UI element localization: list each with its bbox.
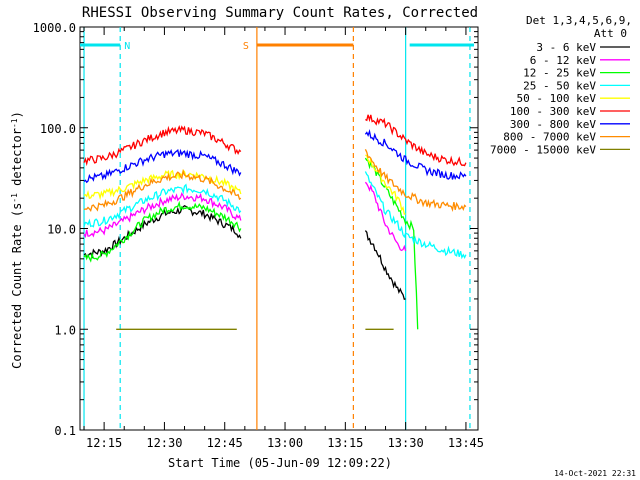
- y-tick-label: 1.0: [54, 323, 76, 337]
- series-line: [364, 171, 467, 260]
- axes: 1000.0 100.0 10.0 1.0 0.1 12:15 12:30 12:45 13:0…: [33, 21, 484, 450]
- legend-entry-label: 3 - 6 keV: [536, 41, 596, 54]
- series-line: [83, 183, 242, 228]
- y-label-mid: detector: [10, 128, 24, 193]
- series-line: [83, 205, 242, 259]
- plot-frame: [79, 26, 479, 431]
- y-label-end: ): [10, 111, 24, 118]
- series-line: [83, 148, 242, 184]
- series-line: [365, 154, 406, 215]
- series-line: [83, 169, 242, 213]
- flag-label: S: [243, 41, 249, 52]
- series-line: [83, 200, 242, 263]
- series-line: [83, 169, 242, 201]
- x-tick-label: 12:15: [86, 436, 122, 450]
- series-line: [364, 181, 407, 252]
- y-label-main: Corrected Count Rate (s: [10, 203, 24, 369]
- series-line: [83, 192, 242, 239]
- y-tick-label: 100.0: [40, 122, 76, 136]
- series-layer: [83, 114, 467, 330]
- y-tick-label: 1000.0: [33, 21, 76, 35]
- y-label-sup1: -1: [10, 193, 19, 203]
- series-line: [364, 128, 467, 181]
- x-tick-label: 12:45: [207, 436, 243, 450]
- timestamp: 14-Oct-2021 22:31: [554, 469, 636, 478]
- legend-entry-label: 12 - 25 keV: [523, 67, 596, 80]
- legend-entry-label: 800 - 7000 keV: [503, 131, 596, 144]
- legend-entry-label: 300 - 800 keV: [510, 118, 596, 131]
- legend-entry-label: 100 - 300 keV: [510, 105, 596, 118]
- x-tick-label: 12:30: [146, 436, 182, 450]
- y-label-sup2: -1: [10, 118, 19, 128]
- legend-entry-label: 25 - 50 keV: [523, 79, 596, 92]
- legend-entry-label: 6 - 12 keV: [530, 54, 597, 67]
- x-tick-label: 13:00: [267, 436, 303, 450]
- series-line: [365, 114, 467, 167]
- legend-header-2: Att 0: [594, 27, 627, 40]
- x-axis-label: Start Time (05-Jun-09 12:09:22): [168, 456, 392, 470]
- flag-label: N: [124, 41, 130, 52]
- series-line: [83, 125, 242, 167]
- chart-title: RHESSI Observing Summary Count Rates, Co…: [82, 5, 478, 21]
- y-tick-label: 0.1: [54, 424, 76, 438]
- x-tick-label: 13:15: [327, 436, 363, 450]
- legend-entry-label: 7000 - 15000 keV: [490, 143, 596, 156]
- x-tick-label: 13:30: [388, 436, 424, 450]
- vertical-marker-lines: [83, 27, 471, 430]
- y-tick-label: 10.0: [47, 223, 76, 237]
- x-tick-label: 13:45: [448, 436, 484, 450]
- legend-header: Det 1,3,4,5,6,9,: [526, 14, 632, 27]
- y-axis-label: Corrected Count Rate (s-1 detector-1): [10, 111, 25, 369]
- series-line: [364, 149, 467, 213]
- legend-entry-label: 50 - 100 keV: [517, 92, 597, 105]
- series-line: [364, 230, 406, 300]
